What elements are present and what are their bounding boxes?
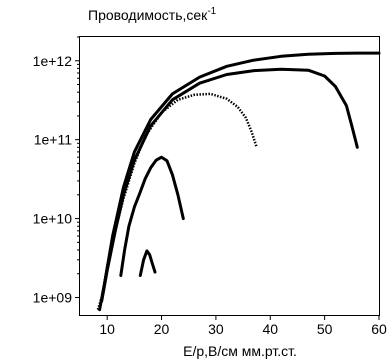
- x-axis: 10 20 30 40 50 60: [99, 315, 387, 337]
- series-line-2: [100, 67, 359, 303]
- x-tick-label: 30: [208, 321, 224, 337]
- series-line-3: [96, 92, 258, 311]
- series-line-5: [138, 249, 157, 277]
- chart-title-main: Проводимость,сек: [88, 7, 208, 23]
- chart-title: Проводимость,сек-1: [88, 6, 217, 23]
- y-tick-label: 1e+10: [33, 211, 73, 227]
- series-layer: [96, 51, 381, 312]
- plot-frame: [79, 36, 380, 316]
- x-tick-label: 10: [99, 321, 115, 337]
- y-tick-label: 1e+09: [33, 289, 73, 305]
- chart-title-superscript: -1: [207, 6, 216, 17]
- series-line-4: [119, 155, 185, 277]
- y-axis: 1e+09 1e+10 1e+11 1e+12: [33, 36, 80, 305]
- y-tick-label: 1e+12: [33, 53, 73, 69]
- x-tick-label: 40: [262, 321, 278, 337]
- x-tick-label: 50: [317, 321, 333, 337]
- x-axis-label: E/p,В/см мм.рт.ст.: [183, 343, 297, 359]
- series-line-1: [98, 51, 381, 312]
- x-tick-label: 60: [371, 321, 387, 337]
- x-tick-label: 20: [154, 321, 170, 337]
- y-tick-label: 1e+11: [34, 132, 72, 148]
